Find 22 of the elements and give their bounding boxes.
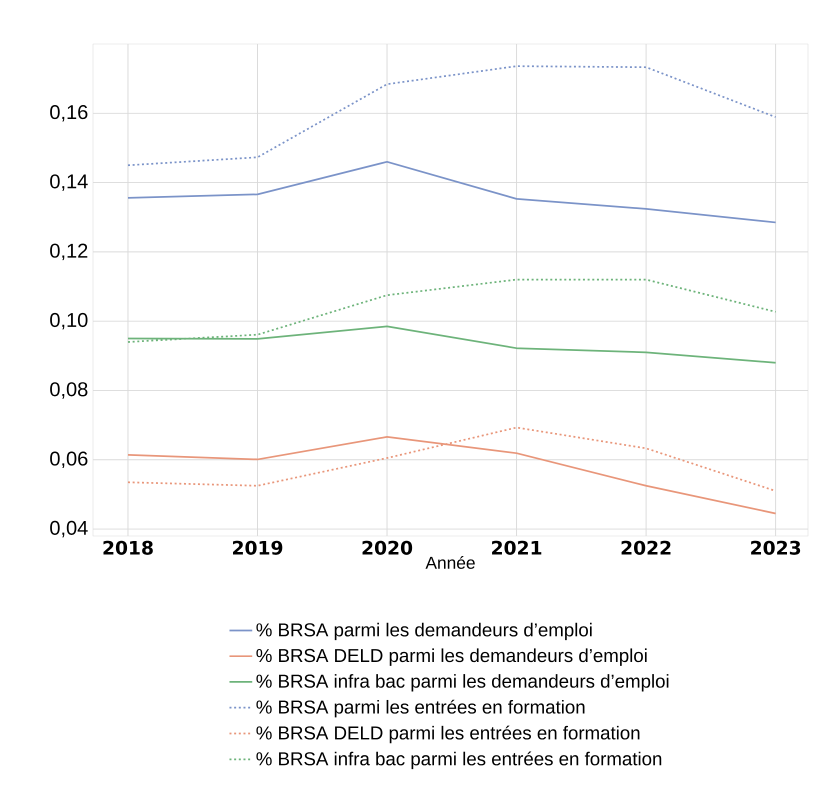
legend-label: % BRSA infra bac parmi les demandeurs d’emploi (256, 674, 668, 692)
legend-label: % BRSA parmi les entrées en formation (256, 700, 584, 718)
x-tick-label: 2023 (751, 540, 800, 555)
x-axis-title: Année (425, 556, 475, 569)
y-tick-label: 0,10 (50, 312, 88, 330)
line-series (127, 65, 776, 166)
y-tick-label: 0,14 (50, 174, 88, 191)
legend-label: % BRSA DELD parmi les entrées en formation (256, 726, 640, 744)
x-tick-label: 2020 (362, 540, 412, 555)
y-tick-label: 0,04 (50, 520, 88, 538)
x-tick-label: 2018 (103, 540, 153, 555)
legend-label: % BRSA DELD parmi les demandeurs d’emploi (256, 648, 647, 666)
y-tick-label: 0,08 (50, 382, 88, 399)
x-tick-label: 2019 (233, 540, 282, 555)
legend-label: % BRSA parmi les demandeurs d’emploi (256, 622, 592, 640)
y-tick-label: 0,16 (50, 105, 88, 122)
y-tick-label: 0,06 (50, 451, 88, 468)
legend-label: % BRSA infra bac parmi les entrées en formation (256, 751, 662, 770)
x-tick-label: 2022 (622, 540, 670, 555)
x-tick-label: 2021 (492, 540, 542, 555)
line-series (127, 160, 776, 224)
y-tick-label: 0,12 (50, 244, 88, 260)
